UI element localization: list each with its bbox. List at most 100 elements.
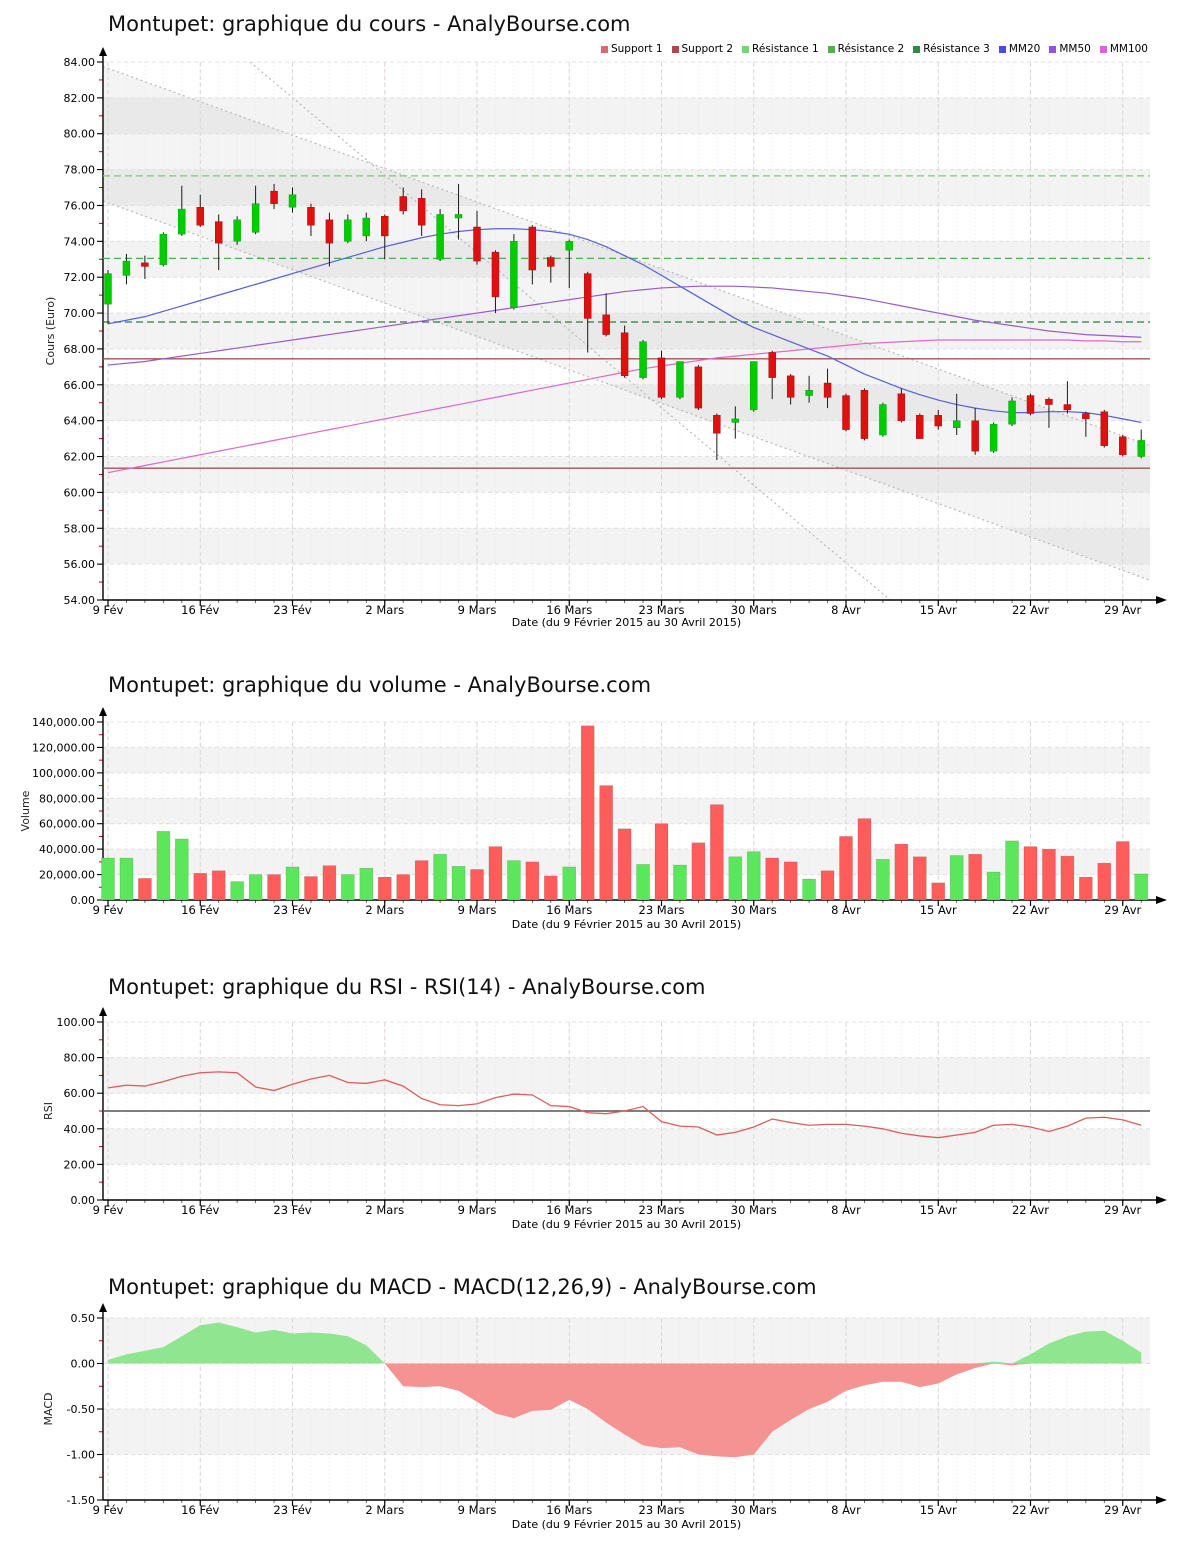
svg-text:2 Mars: 2 Mars <box>365 603 404 617</box>
svg-text:Cours (Euro): Cours (Euro) <box>44 297 57 366</box>
svg-text:60,000.00: 60,000.00 <box>39 818 95 831</box>
rsi-chart-title: Montupet: graphique du RSI - RSI(14) - A… <box>108 975 706 999</box>
svg-text:9 Mars: 9 Mars <box>458 1503 497 1517</box>
svg-text:16 Fév: 16 Fév <box>181 1503 219 1517</box>
svg-text:30 Mars: 30 Mars <box>731 603 777 617</box>
svg-text:23 Fév: 23 Fév <box>273 1503 311 1517</box>
svg-text:16 Fév: 16 Fév <box>181 1203 219 1217</box>
svg-text:16 Mars: 16 Mars <box>546 1203 592 1217</box>
svg-text:16 Fév: 16 Fév <box>181 903 219 917</box>
svg-text:70.00: 70.00 <box>64 307 96 320</box>
svg-text:23 Mars: 23 Mars <box>639 1203 685 1217</box>
svg-text:29 Avr: 29 Avr <box>1104 1503 1141 1517</box>
legend-swatch-icon <box>742 45 750 53</box>
svg-text:9 Fév: 9 Fév <box>93 603 124 617</box>
svg-text:82.00: 82.00 <box>64 92 96 105</box>
svg-text:54.00: 54.00 <box>64 594 96 607</box>
svg-text:-1.50: -1.50 <box>67 1494 95 1507</box>
svg-text:29 Avr: 29 Avr <box>1104 603 1141 617</box>
svg-text:16 Mars: 16 Mars <box>546 603 592 617</box>
legend-item-resistance-2: Résistance 2 <box>827 43 904 55</box>
svg-text:64.00: 64.00 <box>64 415 96 428</box>
svg-text:56.00: 56.00 <box>64 558 96 571</box>
legend-swatch-icon <box>827 45 835 53</box>
svg-text:15 Avr: 15 Avr <box>920 1503 957 1517</box>
svg-text:2 Mars: 2 Mars <box>365 1203 404 1217</box>
svg-text:80,000.00: 80,000.00 <box>39 792 95 805</box>
legend-item-mm100: MM100 <box>1099 43 1148 55</box>
svg-text:15 Avr: 15 Avr <box>920 903 957 917</box>
svg-text:140,000.00: 140,000.00 <box>32 716 95 729</box>
svg-text:58.00: 58.00 <box>64 522 96 535</box>
svg-text:60.00: 60.00 <box>64 1087 96 1100</box>
svg-text:2 Mars: 2 Mars <box>365 1503 404 1517</box>
svg-text:23 Fév: 23 Fév <box>273 903 311 917</box>
svg-text:29 Avr: 29 Avr <box>1104 1203 1141 1217</box>
svg-text:RSI: RSI <box>42 1102 55 1120</box>
svg-text:84.00: 84.00 <box>64 56 96 69</box>
svg-text:60.00: 60.00 <box>64 486 96 499</box>
legend-swatch-icon <box>1099 45 1107 53</box>
svg-text:66.00: 66.00 <box>64 379 96 392</box>
svg-text:9 Fév: 9 Fév <box>93 1503 124 1517</box>
svg-text:30 Mars: 30 Mars <box>731 903 777 917</box>
svg-text:80.00: 80.00 <box>64 1052 96 1065</box>
svg-text:76.00: 76.00 <box>64 199 96 212</box>
svg-text:23 Mars: 23 Mars <box>639 1503 685 1517</box>
svg-text:22 Avr: 22 Avr <box>1012 1203 1049 1217</box>
volume-x-axis-caption: Date (du 9 Février 2015 au 30 Avril 2015… <box>511 918 742 931</box>
macd-chart-title: Montupet: graphique du MACD - MACD(12,26… <box>108 1275 817 1299</box>
svg-text:22 Avr: 22 Avr <box>1012 603 1049 617</box>
svg-text:2 Mars: 2 Mars <box>365 903 404 917</box>
svg-text:72.00: 72.00 <box>64 271 96 284</box>
svg-text:23 Fév: 23 Fév <box>273 1203 311 1217</box>
macd-x-axis-caption: Date (du 9 Février 2015 au 30 Avril 2015… <box>511 1518 742 1531</box>
svg-text:78.00: 78.00 <box>64 164 96 177</box>
svg-text:40,000.00: 40,000.00 <box>39 843 95 856</box>
volume-bars <box>101 725 1148 901</box>
svg-text:9 Mars: 9 Mars <box>458 1203 497 1217</box>
svg-text:-0.50: -0.50 <box>67 1403 95 1416</box>
svg-text:0.00: 0.00 <box>71 1358 96 1371</box>
svg-text:9 Fév: 9 Fév <box>93 1203 124 1217</box>
legend-swatch-icon <box>998 45 1006 53</box>
svg-text:MACD: MACD <box>42 1393 55 1426</box>
svg-text:20.00: 20.00 <box>64 1158 96 1171</box>
svg-text:15 Avr: 15 Avr <box>920 603 957 617</box>
svg-text:68.00: 68.00 <box>64 343 96 356</box>
rsi-line-chart: 100.00 80.00 60.00 40.00 20.00 0.009 Fév 16 Fé… <box>42 1007 1167 1217</box>
svg-text:9 Mars: 9 Mars <box>458 603 497 617</box>
volume-bar-chart: 140,000.00 120,000.00 100,000.00 80,000.00 6… <box>19 707 1167 917</box>
svg-text:74.00: 74.00 <box>64 235 96 248</box>
price-chart-legend: Support 1 Support 2 Résistance 1 Résistance… <box>600 43 1148 55</box>
svg-text:-1.00: -1.00 <box>67 1449 95 1462</box>
legend-swatch-icon <box>913 45 921 53</box>
svg-text:0.00: 0.00 <box>71 1194 96 1207</box>
svg-text:0.00: 0.00 <box>71 894 96 907</box>
rsi-x-axis-caption: Date (du 9 Février 2015 au 30 Avril 2015… <box>511 1218 742 1231</box>
svg-text:62.00: 62.00 <box>64 451 96 464</box>
legend-item-support-1: Support 1 <box>600 43 663 55</box>
svg-text:30 Mars: 30 Mars <box>731 1203 777 1217</box>
svg-text:8 Avr: 8 Avr <box>831 1203 861 1217</box>
svg-text:23 Fév: 23 Fév <box>273 603 311 617</box>
svg-text:22 Avr: 22 Avr <box>1012 903 1049 917</box>
svg-text:29 Avr: 29 Avr <box>1104 903 1141 917</box>
legend-item-mm50: MM50 <box>1049 43 1091 55</box>
svg-text:0.50: 0.50 <box>71 1312 96 1325</box>
svg-text:80.00: 80.00 <box>64 128 96 141</box>
svg-text:30 Mars: 30 Mars <box>731 1503 777 1517</box>
candles <box>104 183 1145 461</box>
svg-text:8 Avr: 8 Avr <box>831 1503 861 1517</box>
svg-text:120,000.00: 120,000.00 <box>32 741 95 754</box>
price-chart-title: Montupet: graphique du cours - AnalyBour… <box>108 12 631 36</box>
legend-swatch-icon <box>671 45 679 53</box>
svg-text:23 Mars: 23 Mars <box>639 603 685 617</box>
svg-text:40.00: 40.00 <box>64 1123 96 1136</box>
legend-item-mm20: MM20 <box>998 43 1040 55</box>
svg-text:15 Avr: 15 Avr <box>920 1203 957 1217</box>
legend-item-resistance-3: Résistance 3 <box>913 43 990 55</box>
price-x-axis-caption: Date (du 9 Février 2015 au 30 Avril 2015… <box>511 616 742 629</box>
svg-text:16 Mars: 16 Mars <box>546 1503 592 1517</box>
